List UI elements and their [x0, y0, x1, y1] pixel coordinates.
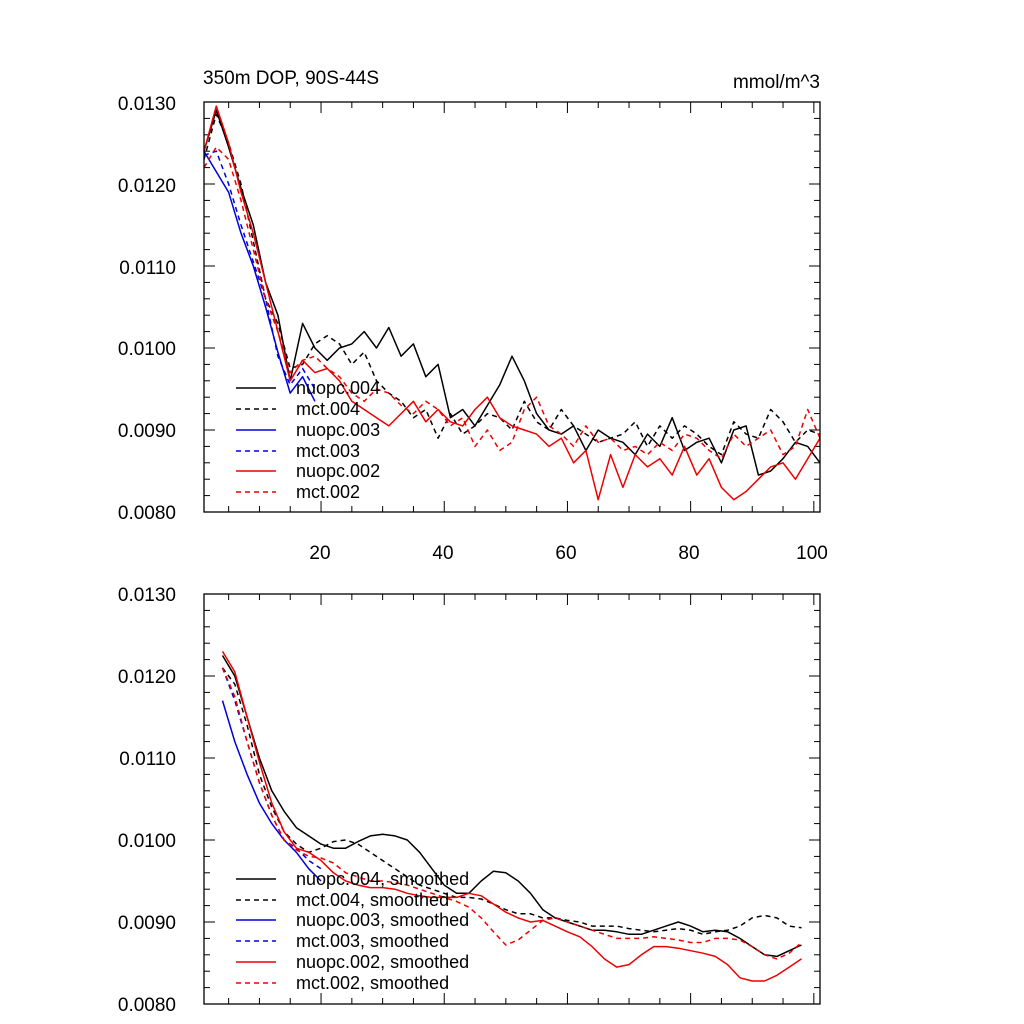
legend-label: mct.003, smoothed — [296, 931, 449, 951]
legend-entry: mct.003, smoothed — [236, 931, 449, 951]
legend-entry: nuopc.002, smoothed — [236, 952, 469, 972]
y-tick-label: 0.0080 — [118, 503, 176, 524]
legend-label: nuopc.002 — [296, 461, 380, 481]
series-line-nuopc-002-smoothed — [221, 651, 802, 982]
legend-entry: mct.004 — [236, 399, 360, 419]
series-line-mct-002 — [203, 146, 821, 460]
series-line-nuopc-004-smoothed — [221, 655, 802, 958]
x-tick-label: 20 — [309, 543, 330, 564]
y-tick-labels: 0.0130 0.0120 0.0110 0.0100 0.0090 0.008… — [118, 94, 176, 524]
x-tick-label: 40 — [432, 543, 453, 564]
series-line-mct-002-smoothed — [221, 667, 802, 960]
y-tick-label: 0.0120 — [118, 667, 176, 688]
y-tick-label: 0.0090 — [118, 913, 176, 934]
legend-label: mct.002, smoothed — [296, 973, 449, 993]
x-tick-labels: 20 40 60 80 100 — [309, 543, 827, 564]
series-line-mct-003-smoothed — [221, 667, 322, 870]
series-line-mct-004 — [203, 113, 821, 456]
units-label: mmol/m^3 — [733, 72, 820, 93]
legend-entry: nuopc.003, smoothed — [236, 910, 469, 930]
series-line-nuopc-003 — [203, 150, 316, 402]
legend-entry: mct.004, smoothed — [236, 890, 449, 910]
series-lines — [203, 105, 821, 501]
series-line-nuopc-004 — [203, 109, 821, 476]
legend-label: nuopc.003, smoothed — [296, 910, 469, 930]
legend-entry: mct.002, smoothed — [236, 973, 449, 993]
legend-label: nuopc.004 — [296, 378, 380, 398]
legend-label: mct.003 — [296, 441, 360, 461]
bottom-chart-panel: 0.0130 0.0120 0.0110 0.0100 0.0090 0.008… — [118, 585, 821, 1016]
y-tick-label: 0.0120 — [118, 176, 176, 197]
y-tick-label: 0.0100 — [118, 339, 176, 360]
series-line-mct-004-smoothed — [221, 667, 802, 936]
series-line-mct-003 — [203, 150, 316, 390]
legend-label: mct.004, smoothed — [296, 890, 449, 910]
x-tick-label: 80 — [678, 543, 699, 564]
chart-title: 350m DOP, 90S-44S — [203, 68, 379, 89]
y-tick-label: 0.0110 — [119, 749, 176, 770]
series-lines — [221, 651, 802, 982]
y-tick-label: 0.0100 — [118, 831, 176, 852]
legend-entry: nuopc.004 — [236, 378, 380, 398]
y-tick-label: 0.0130 — [118, 585, 176, 606]
top-chart-panel: 350m DOP, 90S-44S mmol/m^3 0.0130 0.0120… — [118, 68, 828, 564]
legend-label: nuopc.004, smoothed — [296, 869, 469, 889]
legend-label: nuopc.002, smoothed — [296, 952, 469, 972]
legend-entry: nuopc.004, smoothed — [236, 869, 469, 889]
y-tick-label: 0.0110 — [119, 258, 176, 279]
plot-frame — [203, 593, 821, 1005]
legend: nuopc.004, smoothed mct.004, smoothed nu… — [236, 869, 469, 993]
y-tick-labels: 0.0130 0.0120 0.0110 0.0100 0.0090 0.008… — [118, 585, 176, 1016]
y-tick-label: 0.0090 — [118, 421, 176, 442]
legend-label: mct.002 — [296, 482, 360, 502]
legend-label: mct.004 — [296, 399, 360, 419]
y-tick-label: 0.0080 — [118, 995, 176, 1016]
legend-entry: nuopc.003 — [236, 420, 380, 440]
series-line-nuopc-002 — [203, 105, 821, 501]
legend-label: nuopc.003 — [296, 420, 380, 440]
legend: nuopc.004 mct.004 nuopc.003 mct.003 nuop… — [236, 378, 380, 502]
y-tick-label: 0.0130 — [118, 94, 176, 115]
series-line-nuopc-003-smoothed — [221, 700, 322, 882]
legend-entry: nuopc.002 — [236, 461, 380, 481]
legend-entry: mct.002 — [236, 482, 360, 502]
plot-frame — [203, 101, 821, 513]
x-tick-label: 100 — [796, 543, 828, 564]
legend-entry: mct.003 — [236, 441, 360, 461]
x-tick-label: 60 — [555, 543, 576, 564]
